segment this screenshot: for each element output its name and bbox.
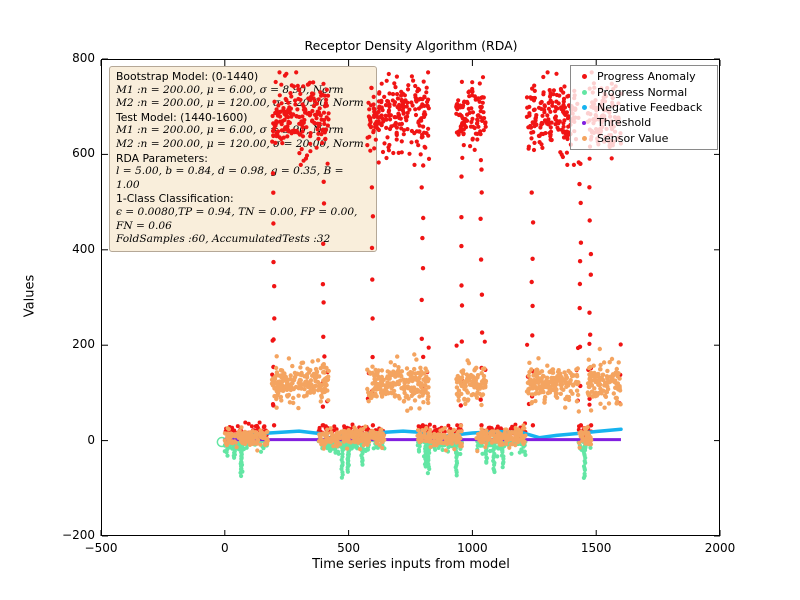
info-box-line: Test Model: (1440-1600) (116, 110, 248, 124)
x-tick-label: 1000 (457, 541, 488, 555)
y-tick-label: 0 (87, 432, 95, 447)
legend-dot-icon (571, 135, 597, 141)
info-box-line: l = 5.00, b = 0.84, d = 0.98, g = 0.35, … (116, 165, 344, 191)
legend-item: Progress Anomaly (571, 69, 717, 84)
info-box-line: ϵ = 0.0080,TP = 0.94, TN = 0.00, FP = 0.… (116, 205, 358, 232)
legend-dot-icon (571, 89, 597, 95)
info-box-line: M2 :n = 200.00, μ = 120.00, σ = 20.00, N… (116, 137, 364, 150)
y-tick-label: −200 (62, 528, 95, 542)
legend: Progress Anomaly Progress Normal Negative … (570, 65, 718, 150)
info-box-line: RDA Parameters: (116, 151, 208, 165)
legend-item: Negative Feedback (571, 100, 717, 115)
x-tick-label: −500 (84, 541, 118, 555)
x-tick-label: 1500 (580, 541, 612, 555)
legend-label: Progress Normal (597, 85, 688, 99)
legend-label: Negative Feedback (597, 100, 703, 114)
legend-item: Sensor Value (571, 131, 717, 146)
x-tick-label: 2000 (704, 541, 736, 555)
legend-dot-icon (571, 74, 597, 80)
info-box-line: Bootstrap Model: (0-1440) (116, 70, 259, 83)
chart-title: Receptor Density Algorithm (RDA) (304, 38, 518, 53)
y-tick-label: 800 (72, 51, 95, 65)
y-tick-label: 600 (72, 146, 95, 161)
x-tick-label: 500 (337, 541, 361, 555)
legend-dot-icon (571, 120, 597, 125)
legend-item: Progress Normal (571, 84, 717, 99)
info-box-line: FoldSamples :60, AccumulatedTests :32 (116, 233, 331, 246)
y-tick-label: 400 (72, 241, 95, 256)
legend-item: Threshold (571, 115, 717, 130)
x-axis-label: Time series inputs from model (312, 557, 510, 572)
legend-label: Progress Anomaly (597, 70, 696, 84)
info-box-line: 1-Class Classification: (116, 192, 234, 206)
legend-dot-icon (571, 104, 597, 110)
legend-label: Sensor Value (597, 131, 669, 145)
model-parameters-box: Bootstrap Model: (0-1440) M1 :n = 200.00,… (109, 66, 377, 252)
x-tick-label: 0 (220, 541, 229, 555)
info-box-line: M1 :n = 200.00, μ = 6.00, σ = 8.90, Norm (116, 83, 344, 96)
y-tick-label: 200 (72, 337, 95, 352)
legend-label: Threshold (597, 116, 652, 130)
